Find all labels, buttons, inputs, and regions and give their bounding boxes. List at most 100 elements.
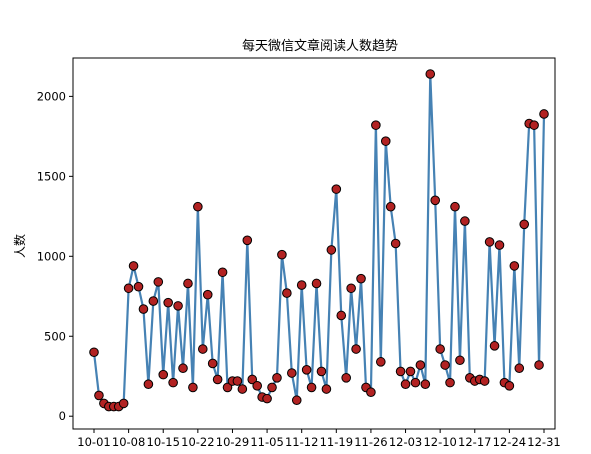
data-point: [529, 120, 539, 130]
data-point: [430, 195, 441, 206]
data-point: [193, 201, 203, 212]
data-point: [296, 280, 307, 290]
data-point: [133, 281, 144, 292]
data-point: [534, 360, 544, 370]
data-point: [202, 289, 213, 300]
data-point: [282, 288, 292, 298]
y-tick-label: 500: [44, 329, 66, 343]
data-point: [247, 374, 258, 385]
data-point: [509, 261, 520, 271]
data-point: [356, 273, 366, 284]
x-tick-label: 11-05: [250, 435, 283, 449]
data-point: [123, 283, 134, 294]
data-point: [435, 344, 445, 354]
data-point: [366, 387, 376, 398]
x-tick-label: 12-24: [493, 435, 526, 449]
data-point: [287, 368, 297, 378]
data-point: [183, 278, 193, 289]
series-line: [92, 72, 546, 408]
x-tick-label: 10-01: [77, 435, 110, 449]
x-tick-label: 11-12: [285, 435, 318, 449]
data-point: [118, 398, 129, 409]
data-point: [262, 393, 272, 404]
data-point: [346, 283, 356, 294]
data-point: [153, 277, 164, 287]
data-point: [89, 347, 99, 358]
x-tick-label: 12-10: [423, 435, 456, 449]
data-point: [519, 219, 530, 230]
data-point: [425, 69, 436, 79]
data-point: [168, 377, 178, 388]
data-point: [539, 109, 549, 119]
series-layer: [89, 69, 549, 412]
data-point: [410, 377, 421, 388]
data-point: [173, 301, 183, 311]
data-point: [494, 240, 505, 250]
x-tick-label: 10-08: [112, 435, 145, 449]
chart-title: 每天微信文章阅读人数趋势: [242, 38, 398, 54]
data-point: [301, 365, 312, 375]
x-tick-label: 12-31: [527, 435, 560, 449]
plot-frame: [72, 57, 556, 430]
data-point: [316, 366, 327, 377]
data-point: [504, 381, 515, 391]
data-point: [212, 374, 223, 385]
data-point: [371, 120, 381, 130]
data-point: [94, 390, 104, 401]
data-point: [400, 379, 411, 390]
data-point: [514, 363, 525, 374]
y-tick-label: 0: [59, 409, 66, 423]
x-axis: 10-01 10-08 10-15 10-22 10-29 11-05 11-12 11-19…: [77, 429, 561, 449]
data-point: [163, 297, 173, 308]
data-point: [148, 296, 159, 306]
data-point: [341, 373, 352, 383]
data-point: [272, 373, 282, 383]
data-point: [178, 363, 188, 374]
data-point: [420, 379, 431, 390]
data-point: [390, 238, 401, 249]
data-point: [242, 235, 253, 246]
y-axis-label: 人数: [12, 234, 27, 258]
data-point: [336, 310, 347, 321]
data-point: [321, 384, 332, 394]
data-point: [450, 201, 460, 212]
data-point: [197, 344, 208, 354]
data-point: [311, 278, 322, 289]
data-point: [138, 304, 149, 314]
data-point: [484, 237, 495, 247]
data-point: [207, 358, 218, 369]
data-point: [380, 136, 391, 146]
x-tick-label: 11-19: [320, 435, 353, 449]
data-point: [158, 369, 169, 380]
data-point: [460, 216, 470, 226]
data-point: [128, 261, 139, 271]
data-point: [326, 245, 337, 255]
data-point: [395, 366, 406, 377]
x-tick-label: 11-26: [354, 435, 387, 449]
data-point: [385, 201, 396, 212]
y-axis: 0 500 1000 1500 2000: [37, 89, 73, 423]
data-point: [376, 357, 386, 367]
data-point: [331, 184, 342, 194]
x-tick-label: 12-03: [389, 435, 422, 449]
x-tick-label: 10-15: [147, 435, 180, 449]
data-point: [252, 381, 262, 391]
data-point: [455, 355, 465, 366]
y-tick-label: 1500: [37, 169, 66, 183]
data-point: [277, 249, 287, 260]
data-point: [232, 376, 243, 386]
data-point: [479, 376, 490, 386]
y-tick-label: 2000: [37, 89, 66, 103]
data-point: [222, 382, 233, 393]
data-point: [489, 341, 500, 351]
x-tick-label: 10-22: [181, 435, 214, 449]
data-point: [445, 377, 455, 388]
data-point: [143, 379, 154, 390]
x-tick-label: 10-29: [216, 435, 249, 449]
data-point: [306, 382, 317, 393]
y-tick-label: 1000: [37, 249, 66, 263]
data-point: [237, 384, 248, 394]
x-tick-label: 12-17: [458, 435, 491, 449]
data-point: [415, 360, 426, 370]
